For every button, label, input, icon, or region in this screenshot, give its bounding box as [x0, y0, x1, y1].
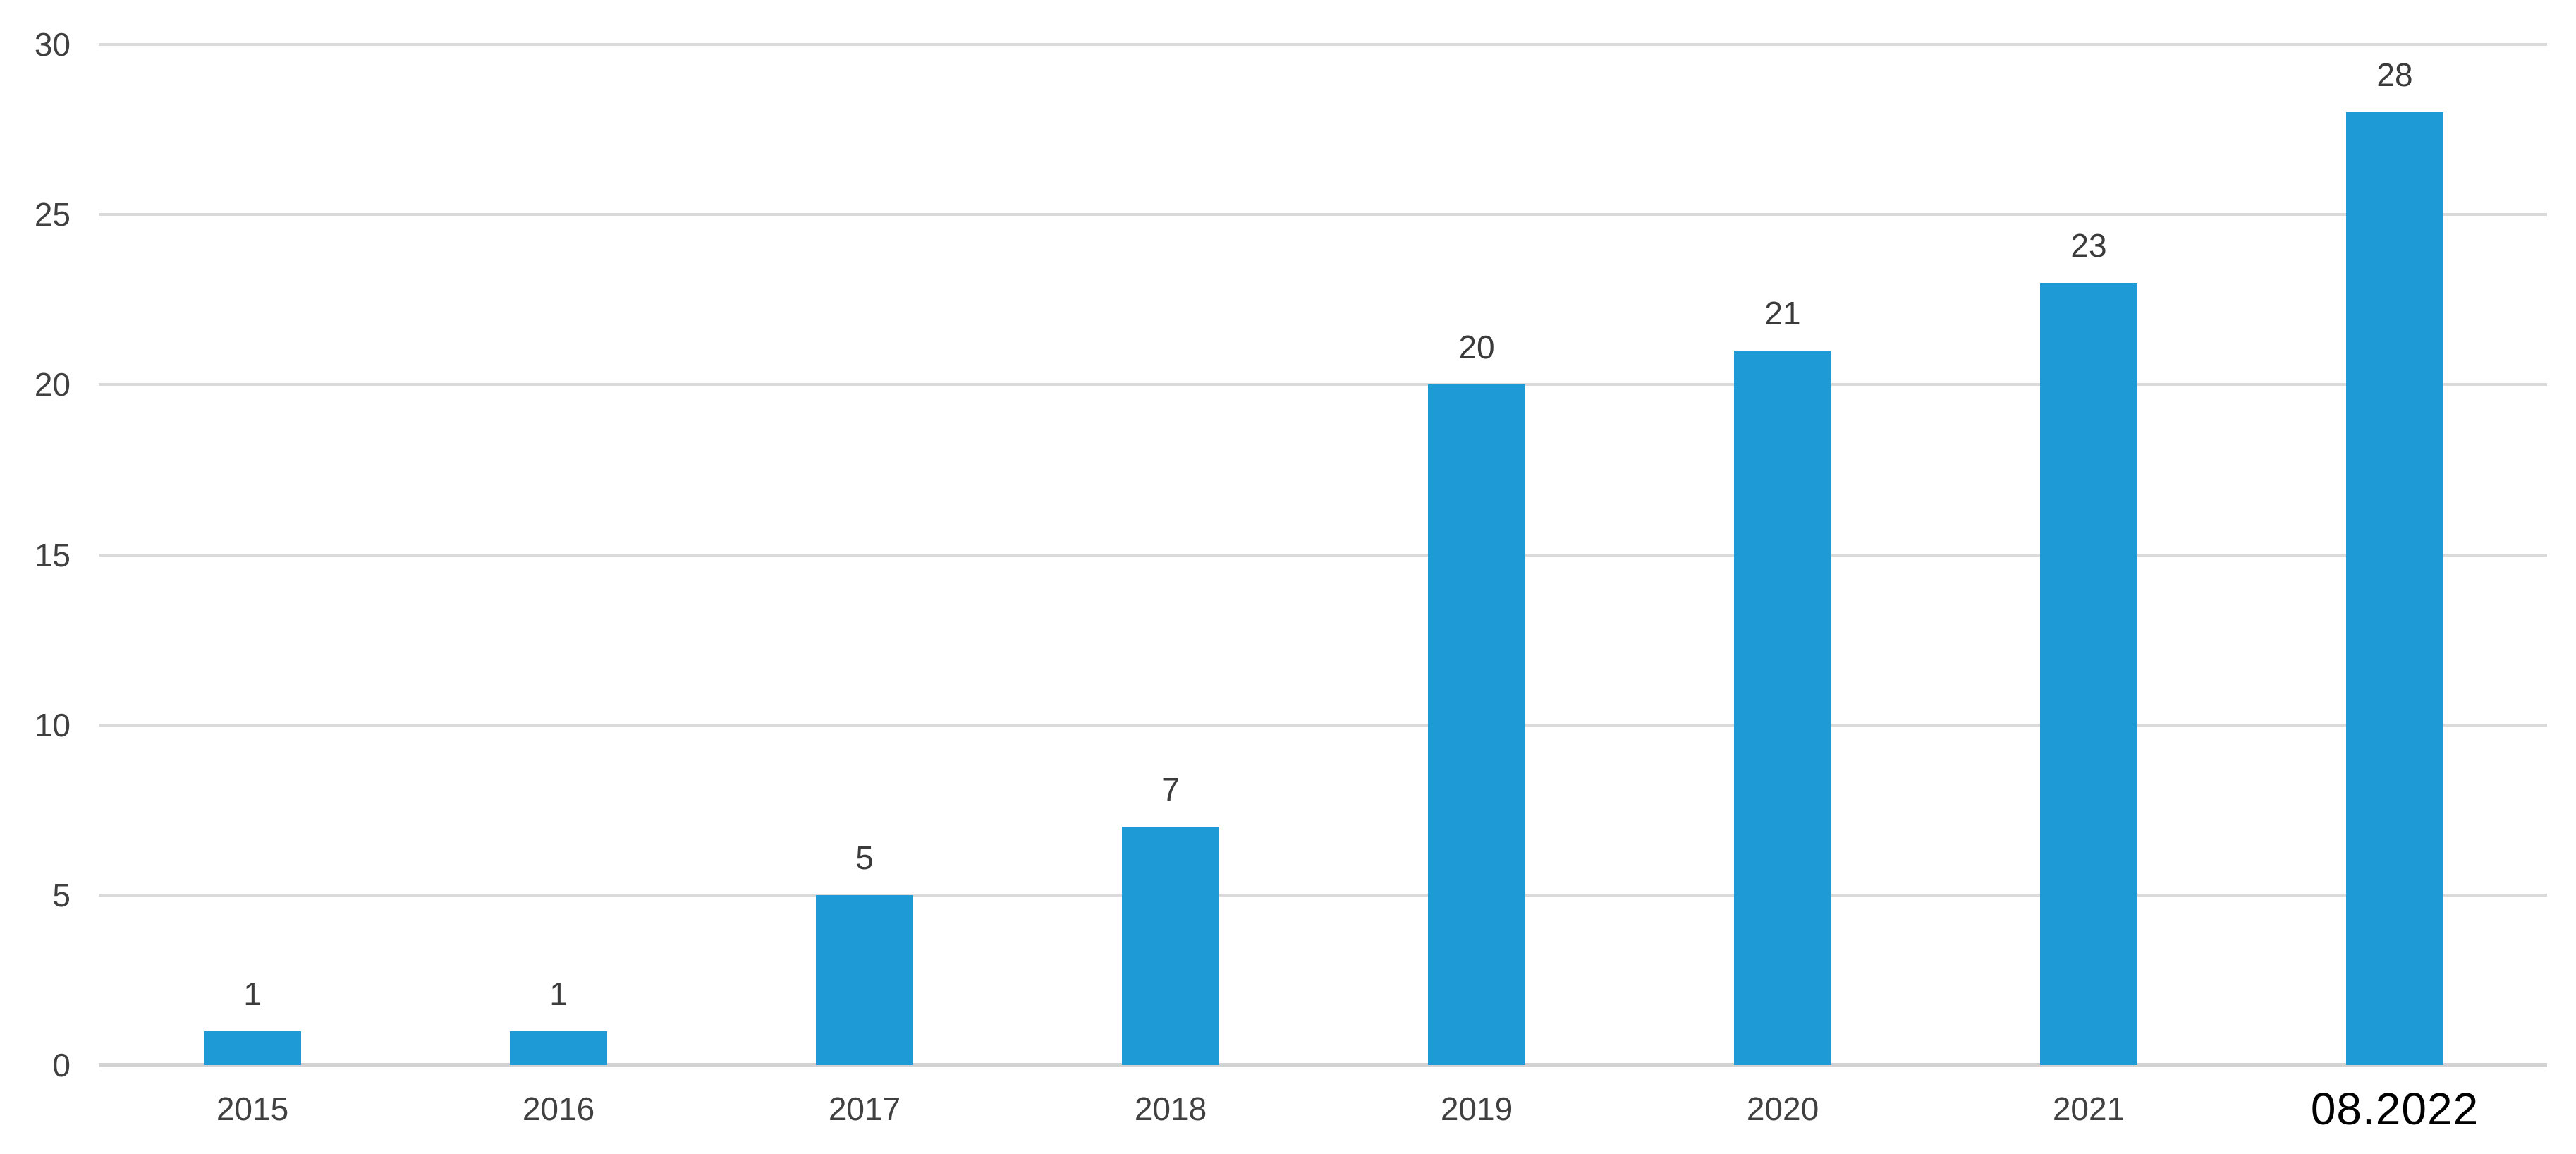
bar: [816, 894, 913, 1065]
bar-value-label: 21: [1764, 295, 1801, 332]
y-tick-label: 15: [34, 536, 71, 573]
bar: [1122, 827, 1219, 1065]
gridline: [99, 43, 2547, 46]
x-tick-label: 2017: [828, 1091, 901, 1127]
x-tick-label: 2021: [2052, 1091, 2125, 1127]
y-tick-label: 10: [34, 706, 71, 743]
x-tick-label: 2018: [1134, 1091, 1207, 1127]
y-tick-label: 5: [52, 876, 71, 913]
gridline: [99, 213, 2547, 217]
y-tick-label: 25: [34, 196, 71, 233]
bar-value-label: 23: [2070, 226, 2107, 264]
bar-value-label: 28: [2376, 56, 2413, 94]
x-tick-label: 2020: [1746, 1091, 1819, 1127]
bar-value-label: 20: [1458, 329, 1495, 366]
bar-value-label: 1: [549, 975, 568, 1012]
y-tick-label: 30: [34, 26, 71, 63]
x-tick-label: 2015: [216, 1091, 289, 1127]
bar: [2040, 282, 2137, 1065]
bar: [1428, 384, 1525, 1065]
bar: [1734, 351, 1831, 1065]
bar-value-label: 7: [1161, 771, 1180, 808]
gridline: [99, 893, 2547, 897]
bar-value-label: 5: [855, 839, 874, 876]
gridline: [99, 723, 2547, 727]
y-tick-label: 20: [34, 366, 71, 403]
bar-value-label: 1: [243, 975, 262, 1012]
x-tick-label: 08.2022: [2310, 1083, 2479, 1134]
x-tick-label: 2016: [522, 1091, 595, 1127]
y-tick-label: 0: [52, 1047, 71, 1083]
bar: [204, 1031, 301, 1065]
bar: [510, 1031, 607, 1065]
gridline: [99, 383, 2547, 387]
gridline: [99, 553, 2547, 557]
bar: [2346, 112, 2443, 1065]
x-tick-label: 2019: [1440, 1091, 1513, 1127]
x-axis-line: [99, 1063, 2547, 1067]
